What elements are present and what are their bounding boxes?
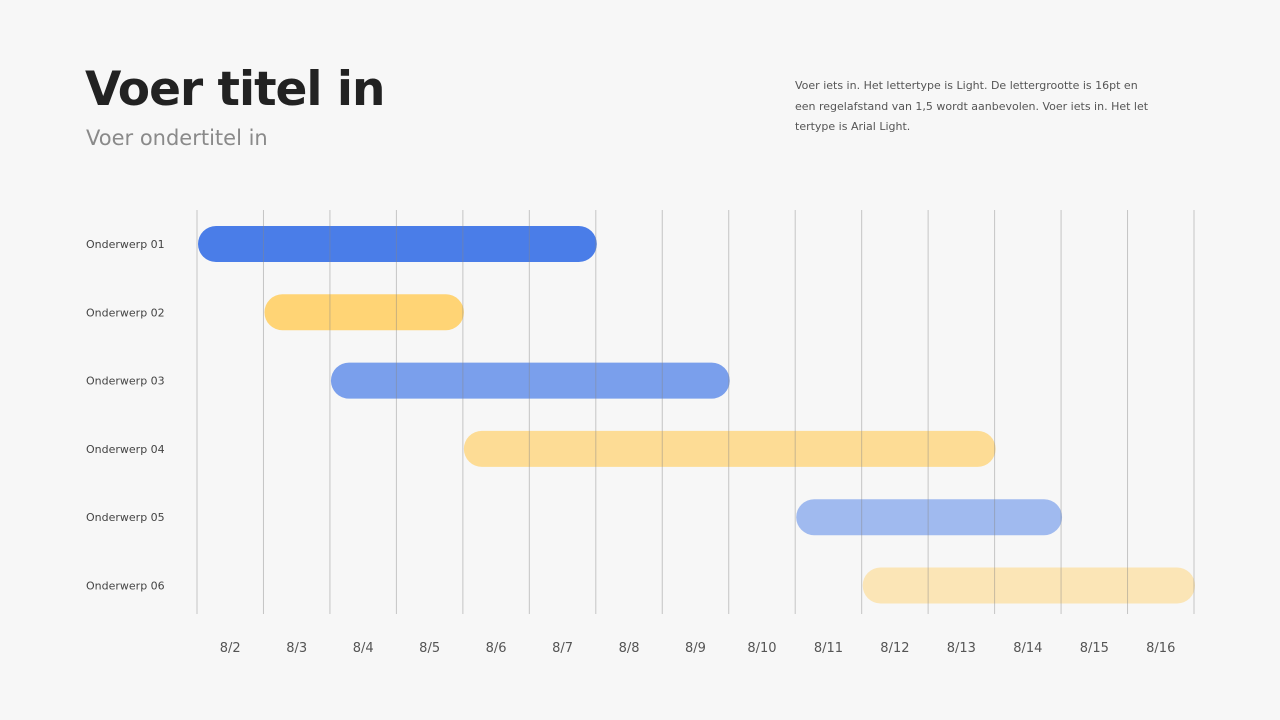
x-tick-label: 8/9 bbox=[685, 641, 706, 656]
x-tick-label: 8/15 bbox=[1080, 641, 1109, 656]
row-label: Onderwerp 01 bbox=[86, 238, 165, 251]
x-tick-label: 8/5 bbox=[419, 641, 440, 656]
x-tick-label: 8/8 bbox=[619, 641, 640, 656]
gantt-bar bbox=[198, 226, 597, 262]
x-tick-label: 8/11 bbox=[814, 641, 843, 656]
description-text: Voer iets in. Het lettertype is Light. D… bbox=[795, 79, 1149, 133]
gantt-bar bbox=[330, 362, 730, 399]
gantt-bar bbox=[264, 294, 464, 331]
gantt-bar bbox=[796, 499, 1063, 536]
x-tick-label: 8/12 bbox=[880, 641, 909, 656]
row-label: Onderwerp 03 bbox=[86, 375, 165, 388]
row-label: Onderwerp 06 bbox=[86, 580, 165, 593]
x-tick-label: 8/4 bbox=[353, 641, 374, 656]
x-tick-label: 8/13 bbox=[947, 641, 976, 656]
x-tick-label: 8/2 bbox=[220, 641, 241, 656]
page-subtitle: Voer ondertitel in bbox=[86, 126, 268, 150]
row-label: Onderwerp 04 bbox=[86, 443, 165, 456]
x-tick-label: 8/3 bbox=[286, 641, 307, 656]
gantt-bar bbox=[463, 430, 996, 467]
x-tick-label: 8/16 bbox=[1146, 641, 1175, 656]
x-tick-label: 8/10 bbox=[747, 641, 776, 656]
x-tick-label: 8/14 bbox=[1013, 641, 1042, 656]
page-title: Voer titel in bbox=[85, 62, 385, 117]
x-tick-label: 8/7 bbox=[552, 641, 573, 656]
x-tick-label: 8/6 bbox=[486, 641, 507, 656]
row-label: Onderwerp 02 bbox=[86, 306, 165, 319]
gantt-bar bbox=[862, 567, 1195, 604]
row-label: Onderwerp 05 bbox=[86, 511, 165, 524]
